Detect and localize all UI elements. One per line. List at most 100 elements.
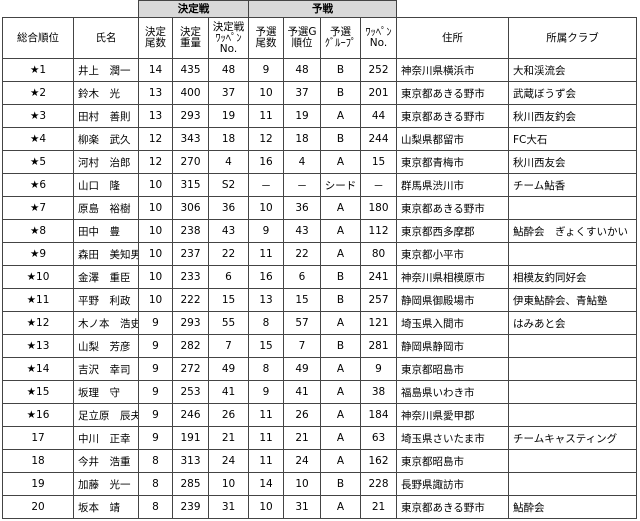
table-cell: A (320, 495, 362, 519)
table-cell: 13 (138, 81, 173, 105)
table-cell: 228 (360, 472, 398, 496)
table-cell: 今井 浩重 (73, 449, 139, 473)
table-cell: 80 (360, 242, 398, 266)
table-cell: A (320, 357, 362, 381)
table-cell: ★13 (2, 334, 74, 358)
group-header: 決定戦 (137, 0, 250, 18)
table-cell: 木ノ本 浩史 (73, 311, 139, 335)
table-cell: 293 (172, 104, 209, 128)
table-cell: 7 (207, 334, 250, 358)
table-cell: 26 (283, 403, 322, 427)
table-cell: 36 (283, 196, 322, 220)
table-cell: 285 (172, 472, 209, 496)
table-cell: 9 (248, 58, 285, 82)
table-cell: ★9 (2, 242, 74, 266)
table-cell: B (320, 81, 362, 105)
table-cell (508, 242, 638, 266)
table-cell: 福島県いわき市 (396, 380, 510, 404)
table-cell: 16 (248, 150, 285, 174)
table-cell: 36 (207, 196, 250, 220)
table-cell: 9 (248, 380, 285, 404)
table-cell: 112 (360, 219, 398, 243)
table-row: ★8 田中 豊 10 238 43 9 43 A 112 東京都西多摩郡 鮎酔会 ぎょくすいかい (2, 219, 638, 243)
table-cell: 10 (207, 472, 250, 496)
table-cell: 21 (207, 426, 250, 450)
table-cell: 15 (248, 334, 285, 358)
table-cell: 18 (2, 449, 74, 473)
table-cell: 244 (360, 127, 398, 151)
table-cell: 41 (207, 380, 250, 404)
table-cell: 8 (138, 449, 173, 473)
table-cell: 57 (283, 311, 322, 335)
table-row: ★3 田村 善則 13 293 19 11 19 A 44 東京都あきる野市 秋川西友釣会 (2, 104, 638, 128)
table-cell: 平野 利政 (73, 288, 139, 312)
table-cell: 井上 潤一 (73, 58, 139, 82)
table-cell: 山口 隆 (73, 173, 139, 197)
table-cell: ★8 (2, 219, 74, 243)
table-cell: 武蔵ぼうず会 (508, 81, 638, 105)
table-cell: 31 (207, 495, 250, 519)
table-cell: 180 (360, 196, 398, 220)
table-cell: 282 (172, 334, 209, 358)
table-cell: 313 (172, 449, 209, 473)
column-header: 総合順位 (2, 17, 74, 59)
table-cell: ★14 (2, 357, 74, 381)
table-cell: ★6 (2, 173, 74, 197)
table-cell: 184 (360, 403, 398, 427)
table-cell: 293 (172, 311, 209, 335)
table-cell: 11 (248, 242, 285, 266)
table-row: ★12 木ノ本 浩史 9 293 55 8 57 A 121 埼玉県入間市 はみあと会 (2, 311, 638, 335)
table-cell: 15 (283, 288, 322, 312)
table-cell: 山梨県都留市 (396, 127, 510, 151)
table-cell: 河村 治郎 (73, 150, 139, 174)
table-cell: B (320, 288, 362, 312)
table-cell: ★5 (2, 150, 74, 174)
table-cell (508, 196, 638, 220)
table-cell: 坂理 守 (73, 380, 139, 404)
table-cell: FC大石 (508, 127, 638, 151)
table-row: 20 坂本 靖 8 239 31 10 31 A 21 東京都あきる野市 鮎酔会 (2, 495, 638, 519)
table-cell: 東京都西多摩郡 (396, 219, 510, 243)
table-cell: シード (320, 173, 362, 197)
table-cell: チームキャスティング (508, 426, 638, 450)
table-cell: 19 (283, 104, 322, 128)
table-cell: 7 (283, 334, 322, 358)
table-cell: 11 (248, 403, 285, 427)
table-cell: A (320, 196, 362, 220)
table-cell: 田村 善則 (73, 104, 139, 128)
table-cell: 17 (2, 426, 74, 450)
column-header: 決定 尾数 (138, 17, 173, 59)
table-cell: 400 (172, 81, 209, 105)
table-cell: 22 (283, 242, 322, 266)
table-cell: ★2 (2, 81, 74, 105)
table-cell: 相模友釣同好会 (508, 265, 638, 289)
table-cell: A (320, 242, 362, 266)
table-cell: 272 (172, 357, 209, 381)
table-cell: 48 (207, 58, 250, 82)
table-cell: 6 (207, 265, 250, 289)
column-header: 予選 尾数 (248, 17, 285, 59)
table-cell: 49 (207, 357, 250, 381)
table-cell: 11 (248, 104, 285, 128)
table-cell: 神奈川県横浜市 (396, 58, 510, 82)
table-row: 19 加藤 光一 8 285 10 14 10 B 228 長野県諏訪市 (2, 472, 638, 496)
table-cell: 270 (172, 150, 209, 174)
table-cell: 東京都昭島市 (396, 449, 510, 473)
table-cell: 11 (248, 426, 285, 450)
table-cell: 鮎酔会 ぎょくすいかい (508, 219, 638, 243)
table-cell: B (320, 58, 362, 82)
table-cell: 38 (360, 380, 398, 404)
table-cell: 201 (360, 81, 398, 105)
table-cell (508, 403, 638, 427)
table-cell: 8 (138, 472, 173, 496)
table-cell: － (248, 173, 285, 197)
table-cell: 10 (138, 265, 173, 289)
table-cell: A (320, 150, 362, 174)
table-cell: B (320, 334, 362, 358)
table-cell: A (320, 311, 362, 335)
table-cell: 9 (138, 426, 173, 450)
table-cell: 神奈川県愛甲郡 (396, 403, 510, 427)
table-cell: 10 (138, 242, 173, 266)
table-cell: 10 (138, 196, 173, 220)
